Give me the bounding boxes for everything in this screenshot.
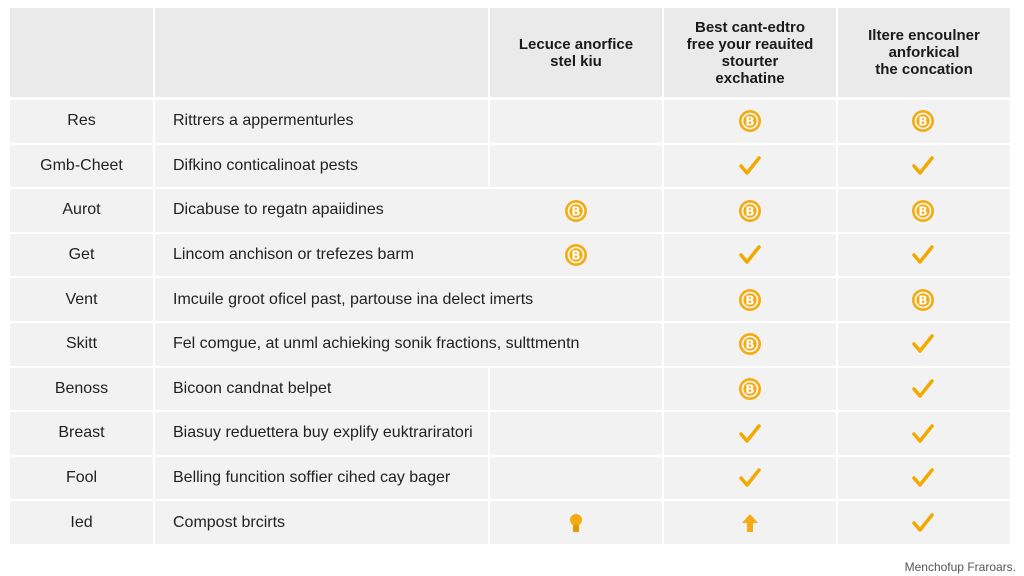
coin-icon (570, 513, 582, 532)
coin-icon: B (912, 288, 934, 311)
header-line: stel kiu (550, 52, 602, 70)
header-line: anforkical (888, 44, 960, 61)
row-label: Ied (10, 501, 153, 544)
row-label: Get (10, 233, 153, 277)
header-line: stourter (721, 52, 779, 70)
icon-cell (490, 412, 662, 455)
row-label: Skitt (10, 323, 153, 366)
header-cell: Iltere encoulner anforkical the concation (838, 8, 1010, 97)
header-cell (10, 8, 153, 97)
coin-icon (742, 513, 758, 532)
header-cell: Lecuce anorfice stel kiu (490, 8, 662, 97)
header-line: the concation (875, 61, 973, 78)
check-icon (912, 156, 934, 175)
coin-icon: B (739, 199, 761, 222)
icon-cell (490, 367, 662, 411)
coin-icon: B (739, 110, 761, 133)
row-label: Benoss (10, 367, 153, 411)
check-icon (912, 379, 934, 398)
coin-icon: B (739, 333, 761, 356)
row-description: Biasuy reduettera buy explify euktrarira… (155, 412, 488, 455)
coin-icon: B (565, 199, 587, 222)
row-description: Compost brcirts (155, 501, 488, 544)
row-description: Imcuile groot oficel past, partouse ina … (155, 278, 662, 321)
icon-cell (664, 412, 836, 455)
row-label: Res (10, 100, 153, 143)
svg-text:B: B (918, 293, 927, 307)
row-label: Aurot (10, 189, 153, 232)
svg-text:B: B (571, 249, 580, 263)
icon-cell (490, 456, 662, 500)
icon-cell (490, 100, 662, 143)
svg-text:B: B (745, 204, 754, 218)
header-line: exchatine (715, 69, 785, 87)
svg-text:B: B (745, 382, 754, 396)
header-line: Iltere encoulner (868, 27, 980, 44)
header-line: Best cant-edtro (694, 18, 806, 36)
check-icon (739, 156, 761, 175)
coin-icon: B (739, 377, 761, 400)
check-icon (739, 468, 761, 487)
coin-icon: B (912, 110, 934, 133)
svg-text:B: B (745, 115, 754, 129)
icon-cell (664, 456, 836, 500)
footer-note: Menchofup Fraroars. (904, 560, 1016, 574)
row-description: Difkino conticalinoat pests (155, 144, 488, 188)
row-description: Bicoon candnat belpet (155, 367, 488, 411)
check-icon (912, 423, 934, 443)
svg-text:B: B (918, 115, 927, 129)
row-description: Belling funcition soffier cihed cay bage… (155, 456, 488, 500)
coin-icon: B (912, 199, 934, 222)
icon-cell (490, 144, 662, 188)
row-description: Rittrers a appermenturles (155, 100, 488, 143)
svg-text:B: B (571, 204, 580, 218)
row-label: Fool (10, 456, 153, 500)
row-label: Vent (10, 278, 153, 321)
row-label: Gmb-Cheet (10, 144, 153, 188)
header-line: Lecuce anorfice (518, 35, 634, 53)
header-cell: Best cant-edtro free your reauited stourte… (664, 8, 836, 97)
row-label: Breast (10, 412, 153, 455)
row-description: Fel comgue, at unml achieking sonik frac… (155, 323, 662, 366)
check-icon (912, 245, 934, 264)
check-icon (912, 334, 934, 354)
header-line: free your reauited (686, 35, 814, 53)
check-icon (739, 423, 761, 443)
check-icon (912, 468, 934, 487)
svg-text:B: B (745, 293, 754, 307)
icon-cell (664, 233, 836, 277)
coin-icon: B (565, 244, 587, 267)
check-icon (912, 512, 934, 532)
svg-text:B: B (918, 204, 927, 218)
coin-icon: B (739, 288, 761, 311)
icon-cell (664, 144, 836, 188)
svg-text:B: B (745, 338, 754, 352)
header-cell (155, 8, 488, 97)
check-icon (739, 245, 761, 264)
